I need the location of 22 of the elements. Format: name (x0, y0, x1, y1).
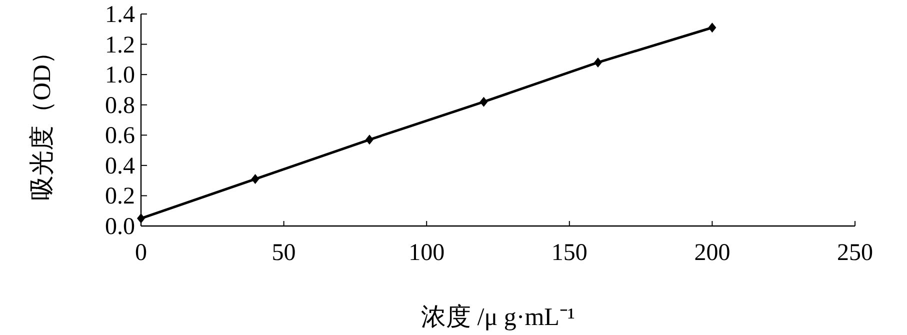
y-tick-label: 1.2 (105, 32, 135, 58)
y-tick-label: 0.4 (105, 153, 135, 180)
y-tick-label: 1.0 (105, 62, 135, 89)
x-tick-label: 0 (135, 240, 147, 266)
point (708, 22, 716, 33)
point (480, 96, 488, 107)
y-tick-label: 0.0 (105, 214, 135, 240)
y-tick-label: 0.8 (105, 92, 135, 119)
point (365, 134, 374, 145)
x-tick-label: 150 (551, 240, 588, 266)
x-tick-label: 250 (837, 240, 873, 266)
point (137, 213, 145, 224)
y-tick-label: 0.2 (105, 184, 135, 210)
point (251, 174, 260, 184)
x-tick-label: 200 (694, 240, 730, 266)
x-tick-label: 100 (408, 240, 445, 266)
point (594, 57, 602, 68)
y-axis-title: 吸光度（OD） (28, 39, 56, 201)
x-tick-label: 50 (272, 240, 296, 266)
y-tick-label: 0.6 (105, 123, 135, 150)
y-tick-label: 1.4 (105, 2, 135, 28)
x-axis-title: 浓度 /μ g·mL⁻¹ (421, 303, 575, 331)
